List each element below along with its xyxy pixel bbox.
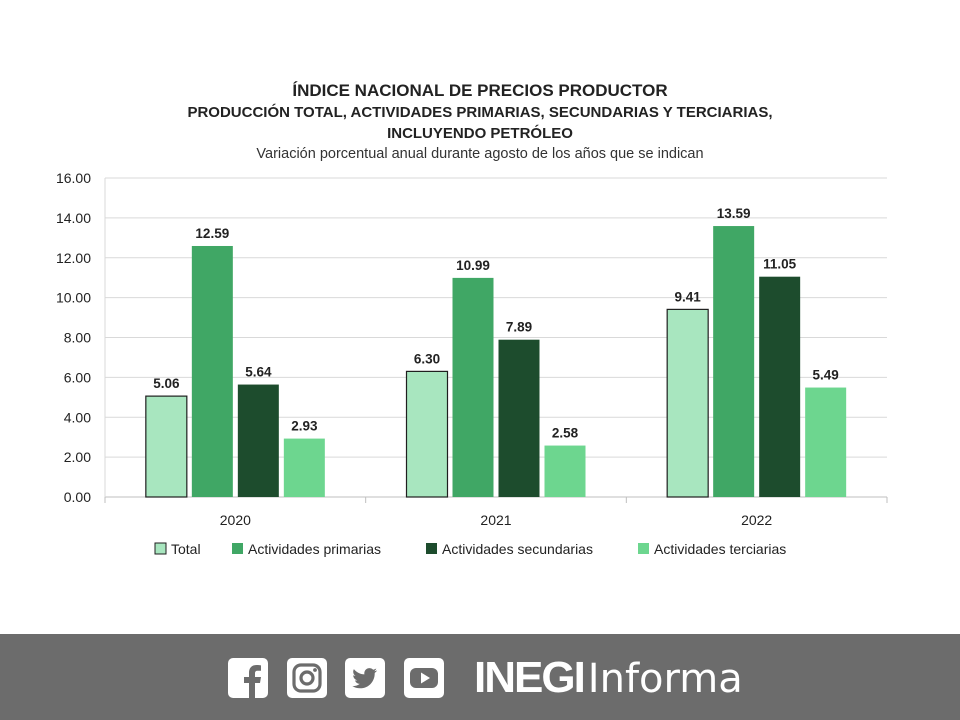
inegi-informa-logo: INEGI Informa: [474, 650, 743, 706]
data-label: 2.58: [552, 426, 579, 441]
bar: [283, 438, 325, 497]
legend-label: Actividades terciarias: [654, 541, 786, 557]
data-label: 5.06: [153, 376, 180, 391]
legend-label: Total: [171, 541, 201, 557]
data-label: 5.49: [813, 368, 839, 383]
data-label: 6.30: [414, 351, 440, 366]
y-tick-label: 10.00: [56, 290, 91, 306]
chart-description: Variación porcentual anual durante agost…: [256, 146, 704, 162]
brand-light-text: Informa: [587, 656, 743, 702]
data-label: 2.93: [291, 419, 318, 434]
youtube-icon[interactable]: [404, 658, 444, 698]
y-tick-label: 16.00: [56, 170, 91, 186]
data-label: 5.64: [245, 365, 272, 380]
legend-swatch: [154, 542, 167, 555]
y-tick-label: 12.00: [56, 250, 91, 266]
bar: [666, 308, 709, 498]
bar-chart: 0.00 2.00 4.00 6.00 8.00 10.00 12.00 14.00 16.00…: [56, 170, 888, 557]
y-tick-label: 0.00: [64, 489, 91, 505]
data-label: 13.59: [717, 206, 751, 221]
facebook-icon[interactable]: [228, 658, 268, 698]
bar: [452, 277, 494, 497]
bar: [237, 384, 279, 497]
bar: [191, 245, 233, 497]
footer-bar: [0, 634, 960, 720]
x-tick-label: 2020: [220, 512, 251, 528]
bar: [713, 226, 755, 497]
y-tick-label: 14.00: [56, 210, 91, 226]
data-label: 12.59: [195, 226, 229, 241]
data-label: 9.41: [675, 289, 702, 304]
legend-swatch: [638, 543, 649, 554]
x-tick-label: 2021: [480, 512, 511, 528]
y-tick-label: 4.00: [64, 409, 91, 425]
bar: [145, 395, 188, 498]
bar: [498, 339, 540, 497]
data-label: 11.05: [763, 257, 797, 272]
legend-swatch: [426, 543, 437, 554]
chart-titles: ÍNDICE NACIONAL DE PRECIOS PRODUCTOR PRO…: [0, 80, 960, 165]
x-tick-label: 2022: [741, 512, 772, 528]
data-label: 7.89: [506, 320, 532, 335]
legend-swatch: [232, 543, 243, 554]
data-label: 10.99: [456, 258, 490, 273]
chart-subtitle-line-2: INCLUYENDO PETRÓLEO: [387, 125, 573, 142]
legend-label: Actividades primarias: [248, 541, 381, 557]
legend-label: Actividades secundarias: [442, 541, 593, 557]
brand-bold-text: INEGI: [474, 653, 586, 702]
bar: [544, 445, 586, 497]
bar: [759, 276, 801, 497]
bar: [805, 387, 847, 497]
instagram-icon[interactable]: [287, 658, 327, 698]
y-tick-label: 6.00: [64, 369, 91, 385]
bar: [405, 370, 449, 498]
chart-subtitle-line-1: PRODUCCIÓN TOTAL, ACTIVIDADES PRIMARIAS,…: [187, 104, 773, 121]
y-tick-label: 2.00: [64, 449, 91, 465]
chart-title: ÍNDICE NACIONAL DE PRECIOS PRODUCTOR: [292, 81, 668, 100]
twitter-icon[interactable]: [345, 658, 385, 698]
y-tick-label: 8.00: [64, 330, 91, 346]
